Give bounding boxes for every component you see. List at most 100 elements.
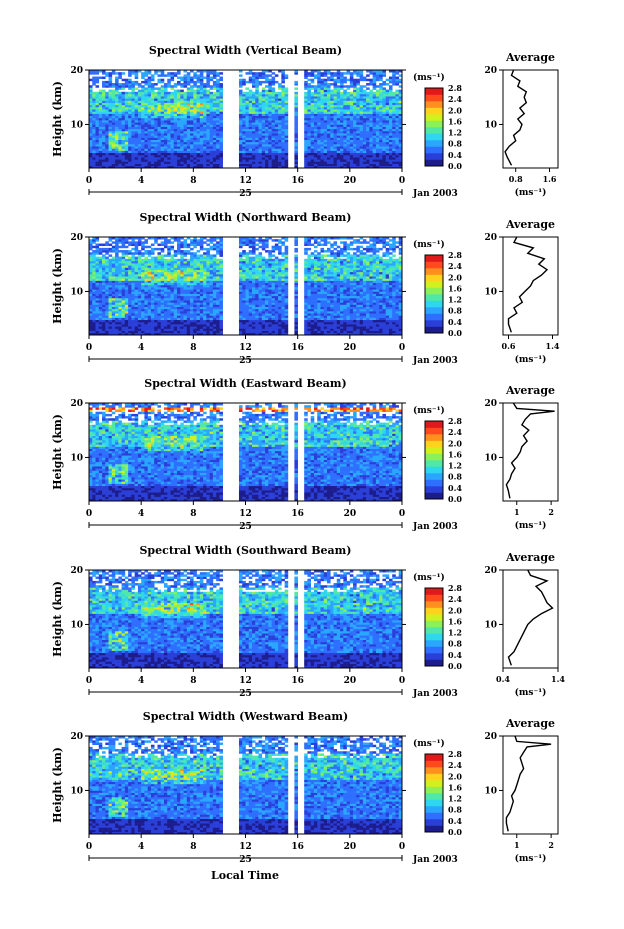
heatmap-cell (238, 124, 243, 127)
heatmap-cell (144, 72, 148, 75)
heatmap-cell (154, 137, 158, 140)
heatmap-cell (89, 304, 93, 307)
heatmap-cell (274, 141, 279, 145)
heatmap-cell (111, 308, 116, 312)
heatmap-cell (274, 137, 279, 140)
heatmap-cell (167, 124, 171, 127)
heatmap-cell (199, 78, 204, 82)
heatmap-cell (118, 137, 122, 140)
heatmap-cell (369, 152, 373, 156)
heatmap-cell (310, 137, 315, 140)
heatmap-cell (118, 317, 122, 321)
heatmap-cell (131, 284, 135, 288)
heatmap-cell (261, 115, 266, 119)
heatmap-cell (115, 154, 119, 158)
heatmap-cell (157, 128, 162, 132)
heatmap-cell (317, 157, 321, 160)
heatmap-cell (131, 308, 135, 312)
heatmap-cell (141, 159, 145, 162)
heatmap-cell (340, 85, 344, 88)
heatmap-cell (245, 87, 250, 90)
heatmap-cell (173, 324, 178, 327)
heatmap-cell (121, 274, 126, 277)
heatmap-cell (323, 144, 328, 147)
heatmap-cell (392, 154, 396, 158)
heatmap-cell (98, 161, 103, 164)
heatmap-cell (89, 139, 93, 143)
heatmap-cell (271, 96, 276, 99)
panel-title: Spectral Width (Vertical Beam) (149, 44, 342, 57)
heatmap-cell (170, 278, 175, 281)
heatmap-cell (150, 252, 155, 255)
heatmap-cell (92, 146, 96, 149)
heatmap-cell (160, 247, 165, 251)
heatmap-cell (98, 144, 103, 147)
heatmap-cell (327, 133, 331, 136)
heatmap-cell (255, 152, 259, 156)
heatmap-cell (167, 96, 171, 99)
heatmap-cell (108, 291, 113, 294)
heatmap-cell (92, 80, 96, 84)
heatmap-cell (346, 161, 351, 164)
heatmap-cell (154, 267, 158, 270)
heatmap-cell (98, 252, 103, 255)
heatmap-cell (108, 330, 113, 334)
heatmap-cell (141, 100, 145, 103)
heatmap-cell (92, 317, 96, 321)
heatmap-cell (115, 332, 119, 336)
heatmap-cell (398, 120, 403, 123)
heatmap-cell (131, 100, 135, 103)
heatmap-cell (372, 137, 377, 140)
heatmap-cell (160, 80, 165, 84)
heatmap-cell (131, 291, 135, 294)
heatmap-cell (343, 133, 347, 136)
heatmap-cell (340, 124, 344, 127)
heatmap-cell (111, 122, 116, 125)
heatmap-cell (203, 159, 207, 162)
heatmap-cell (265, 144, 269, 147)
heatmap-cell (398, 107, 403, 110)
heatmap-cell (121, 144, 126, 147)
heatmap-cell (258, 126, 263, 130)
heatmap-cell (379, 150, 383, 154)
heatmap-cell (105, 91, 109, 95)
heatmap-cell (379, 126, 383, 130)
heatmap-cell (147, 159, 152, 162)
heatmap-cell (356, 78, 360, 82)
heatmap-cell (199, 146, 204, 149)
heatmap-cell (108, 157, 113, 160)
heatmap-cell (366, 107, 370, 110)
heatmap-cell (150, 265, 155, 268)
heatmap-cell (170, 141, 175, 145)
heatmap-cell (216, 152, 220, 156)
heatmap-cell (307, 109, 312, 112)
heatmap-cell (137, 278, 142, 281)
heatmap-cell (346, 159, 351, 162)
heatmap-cell (375, 91, 380, 95)
heatmap-cell (177, 269, 181, 273)
heatmap-cell (118, 122, 122, 125)
heatmap-cell (359, 148, 364, 151)
heatmap-cell (304, 104, 308, 108)
heatmap-cell (157, 291, 162, 294)
heatmap-cell (111, 135, 116, 138)
heatmap-cell (284, 117, 289, 121)
heatmap-cell (343, 113, 347, 117)
heatmap-cell (388, 115, 393, 119)
heatmap-cell (170, 297, 175, 301)
heatmap-cell (180, 293, 184, 297)
heatmap-cell (369, 163, 373, 167)
heatmap-cell (105, 282, 109, 286)
heatmap-cell (209, 154, 214, 158)
heatmap-cell (193, 98, 197, 101)
heatmap-cell (323, 74, 328, 77)
heatmap-cell (98, 332, 103, 336)
heatmap-cell (102, 165, 106, 169)
heatmap-cell (196, 87, 201, 90)
heatmap-cell (307, 137, 312, 140)
heatmap-cell (115, 302, 119, 305)
heatmap-cell (128, 100, 132, 103)
heatmap-cell (154, 130, 158, 134)
heatmap-cell (150, 163, 155, 167)
heatmap-cell (310, 139, 315, 143)
